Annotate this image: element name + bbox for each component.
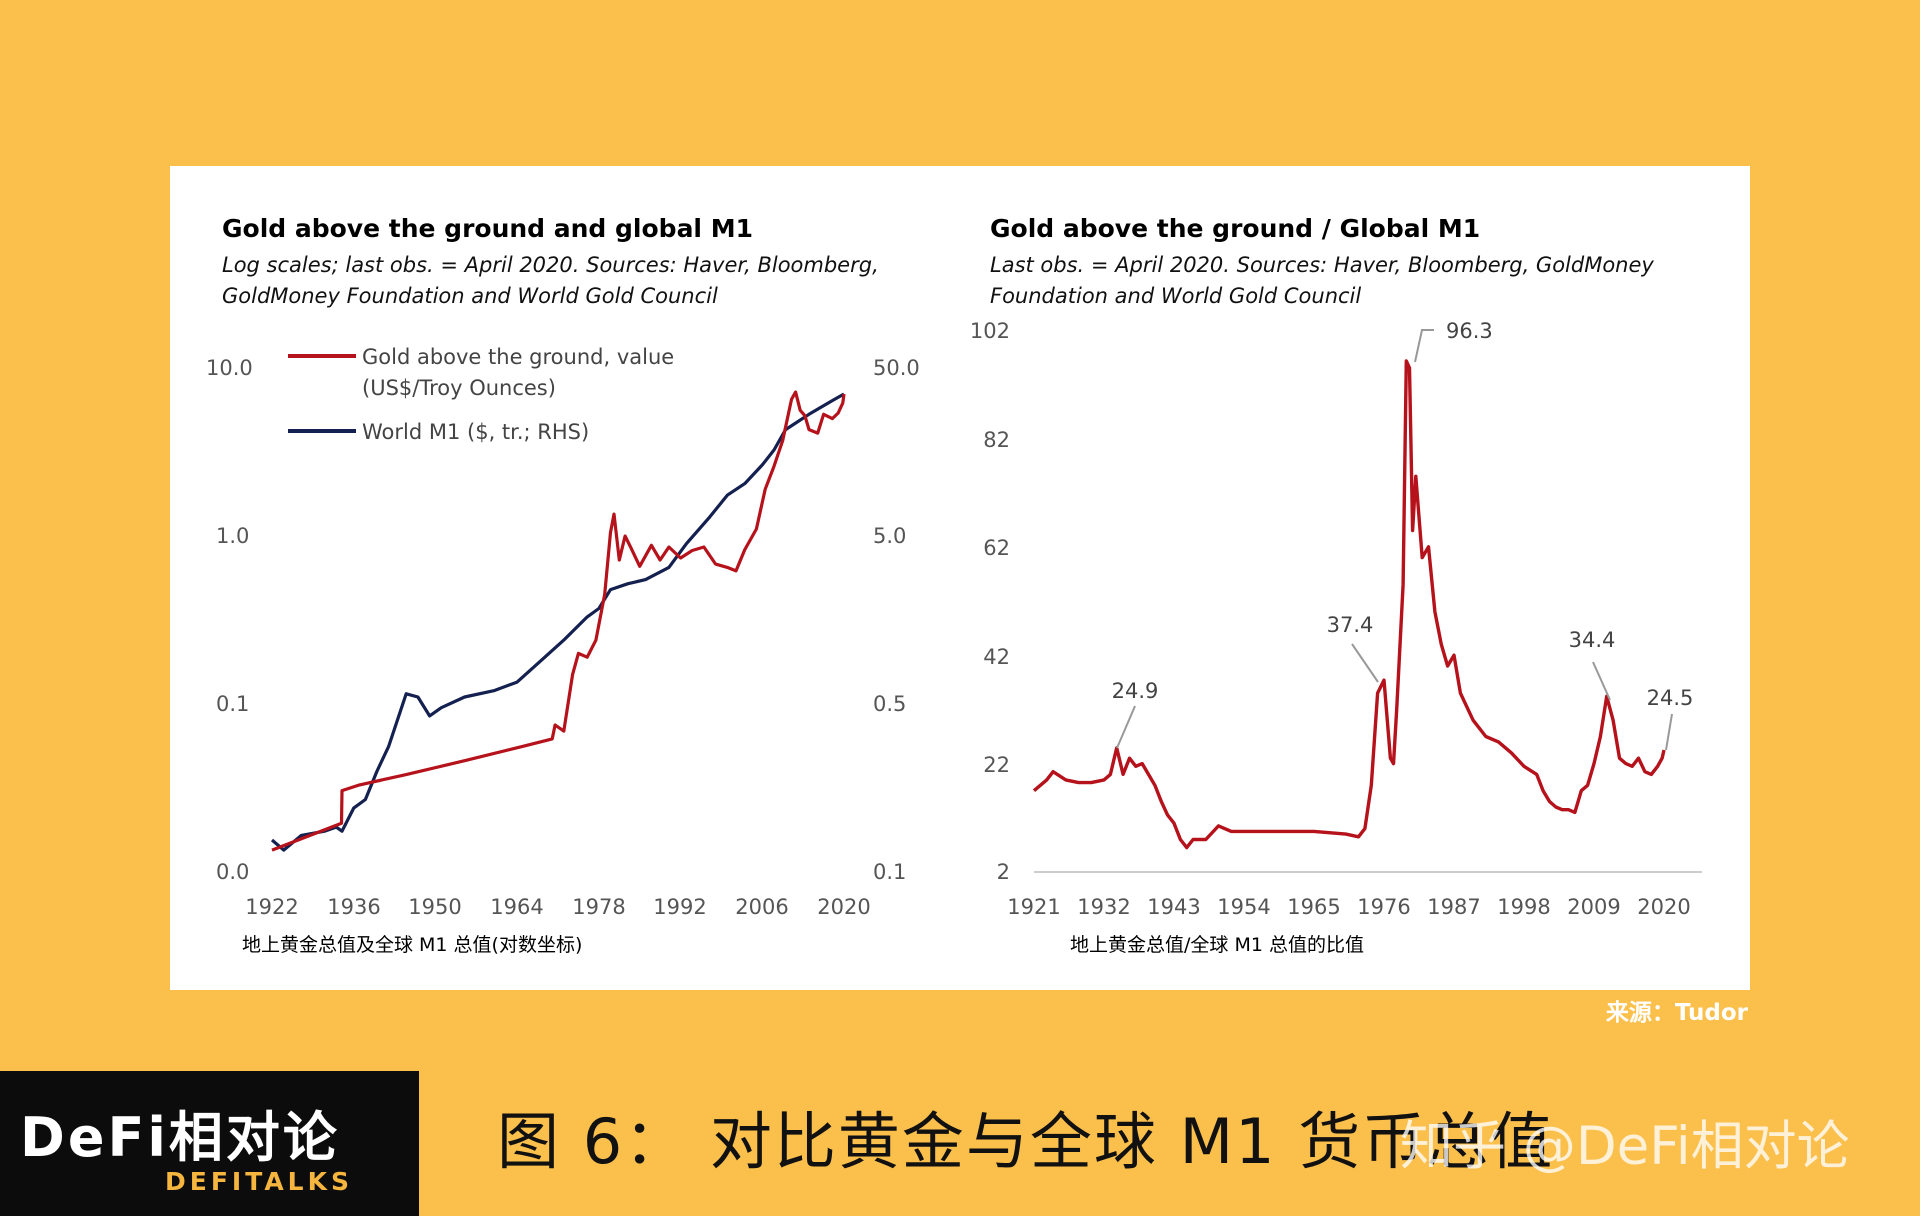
chart-2-x-axis: 1921 1932 1943 1954 1965 1976 1987 1998 … [1007, 895, 1690, 919]
chart-1-subtitle-line-1: Log scales; last obs. = April 2020. Sour… [222, 253, 879, 277]
x-tick: 1954 [1217, 895, 1270, 919]
chart-2-subtitle-line-2: Foundation and World Gold Council [990, 284, 1361, 308]
figure-title: 图 6： 对比黄金与全球 M1 货币总值 [497, 1105, 1555, 1178]
watermark: 知乎 @DeFi相对论 [1400, 1116, 1850, 1177]
annotation-leader [1665, 713, 1673, 751]
y-right-tick: 5.0 [873, 524, 906, 548]
y-left-tick: 1.0 [216, 524, 249, 548]
x-tick: 1932 [1077, 895, 1130, 919]
legend-label-gold: Gold above the ground, value [362, 345, 674, 369]
annotation-label-1980: 96.3 [1446, 319, 1493, 343]
brand-logo: DeFi相对论 DEFITALKS [0, 1071, 419, 1216]
x-tick: 2020 [817, 895, 870, 919]
annotation-label-2020: 24.5 [1647, 686, 1694, 710]
y-left-tick: 0.0 [216, 860, 249, 884]
annotation-leader [1116, 705, 1136, 749]
source-credit: 来源：Tudor [1605, 1000, 1748, 1026]
x-tick: 1987 [1427, 895, 1480, 919]
chart-1-x-axis: 1922 1936 1950 1964 1978 1992 2006 2020 [245, 895, 870, 919]
y-tick: 22 [983, 753, 1010, 777]
x-tick: 1998 [1497, 895, 1550, 919]
annotation-leader [1351, 643, 1379, 683]
annotation-leader [1414, 329, 1434, 363]
chart-2-subtitle-line-1: Last obs. = April 2020. Sources: Haver, … [990, 253, 1654, 277]
chart-1-legend: Gold above the ground, value (US$/Troy O… [288, 345, 674, 444]
legend-label-m1: World M1 ($, tr.; RHS) [362, 420, 589, 444]
y-left-tick: 10.0 [206, 356, 253, 380]
x-tick: 1950 [408, 895, 461, 919]
x-tick: 1992 [653, 895, 706, 919]
chart-2: Gold above the ground / Global M1 Last o… [970, 214, 1702, 956]
x-tick: 1976 [1357, 895, 1410, 919]
chart-2-title: Gold above the ground / Global M1 [990, 214, 1480, 243]
series-line-world-m1 [270, 392, 845, 852]
annotation-label-2011: 34.4 [1569, 628, 1616, 652]
chart-1-subtitle-line-2: GoldMoney Foundation and World Gold Coun… [222, 284, 718, 308]
chart-1-title: Gold above the ground and global M1 [222, 214, 753, 243]
y-right-tick: 50.0 [873, 356, 920, 380]
chart-panel: Gold above the ground and global M1 Log … [170, 166, 1750, 990]
series-line-gold-value [271, 390, 846, 852]
y-tick: 82 [983, 428, 1010, 452]
chart-1-y-axis-right: 50.0 5.0 0.5 0.1 [873, 356, 920, 884]
x-tick: 2020 [1637, 895, 1690, 919]
chart-2-plot-area [1032, 359, 1666, 850]
y-tick: 102 [970, 319, 1010, 343]
chart-1: Gold above the ground and global M1 Log … [206, 214, 920, 956]
x-tick: 1943 [1147, 895, 1200, 919]
x-tick: 1921 [1007, 895, 1060, 919]
x-tick: 1936 [327, 895, 380, 919]
y-tick: 62 [983, 536, 1010, 560]
chart-1-y-axis-left: 10.0 1.0 0.1 0.0 [206, 356, 253, 884]
y-right-tick: 0.1 [873, 860, 906, 884]
chart-1-caption: 地上黄金总值及全球 M1 总值(对数坐标) [242, 934, 582, 956]
legend-label-gold-unit: (US$/Troy Ounces) [362, 376, 556, 400]
chart-2-y-axis: 102 82 62 42 22 2 [970, 319, 1010, 884]
brand-name: DeFi相对论 [20, 1106, 340, 1169]
x-tick: 2006 [735, 895, 788, 919]
y-left-tick: 0.1 [216, 692, 249, 716]
x-tick: 1964 [490, 895, 543, 919]
annotation-label-1934: 24.9 [1112, 679, 1159, 703]
annotation-label-1976: 37.4 [1327, 613, 1374, 637]
x-tick: 1978 [572, 895, 625, 919]
x-tick: 1965 [1287, 895, 1340, 919]
y-tick: 42 [983, 645, 1010, 669]
y-right-tick: 0.5 [873, 692, 906, 716]
annotation-leader [1592, 661, 1611, 701]
chart-2-annotations: 24.9 37.4 96.3 34.4 24.5 [1112, 319, 1694, 751]
chart-1-plot-area [270, 390, 846, 852]
chart-2-caption: 地上黄金总值/全球 M1 总值的比值 [1070, 934, 1364, 956]
series-line-gold-to-m1-ratio [1032, 359, 1666, 850]
x-tick: 2009 [1567, 895, 1620, 919]
y-tick: 2 [997, 860, 1010, 884]
brand-tagline: DEFITALKS [165, 1167, 353, 1196]
x-tick: 1922 [245, 895, 298, 919]
